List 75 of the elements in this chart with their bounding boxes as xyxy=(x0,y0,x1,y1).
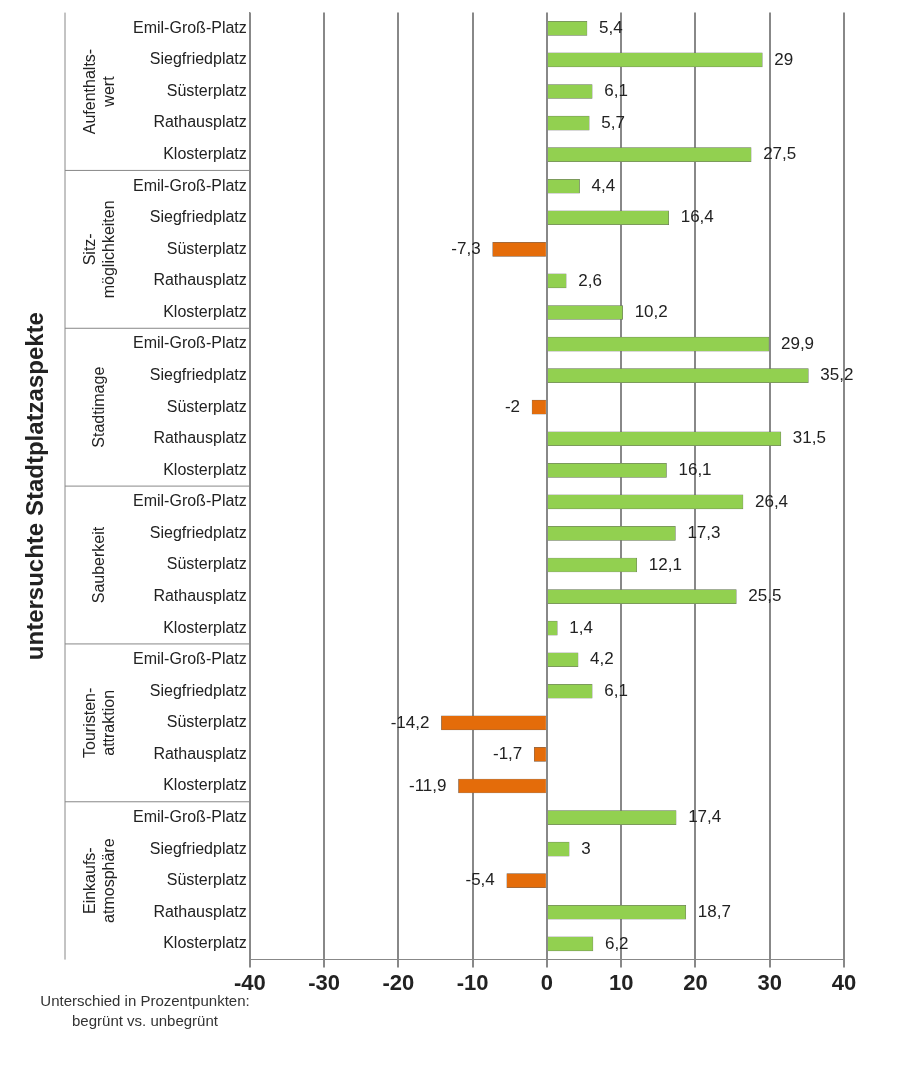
y-tick-label: Klosterplatz xyxy=(163,302,247,320)
y-tick-label: Süsterplatz xyxy=(166,239,247,257)
x-tick-label: 0 xyxy=(540,969,554,995)
text: Einkaufs-atmosphäre xyxy=(80,838,117,923)
data-label: 3 xyxy=(581,838,591,858)
y-tick-label: Süsterplatz xyxy=(166,713,247,731)
data-label: 26,4 xyxy=(754,491,789,511)
data-label: -1,7 xyxy=(492,744,523,764)
data-label: 29 xyxy=(774,49,794,69)
y-tick-label: Klosterplatz xyxy=(163,145,247,163)
x-tick-label: -10 xyxy=(456,969,489,995)
x-tick-label: 20 xyxy=(683,969,708,995)
y-tick-label: Rathausplatz xyxy=(153,113,247,131)
y-tick-label: Süsterplatz xyxy=(166,555,247,573)
y-tick-label: Klosterplatz xyxy=(163,618,247,636)
data-label: 25,5 xyxy=(748,586,782,606)
data-label: 12,1 xyxy=(648,554,682,574)
data-label: -11,9 xyxy=(409,775,447,795)
data-label: 1,4 xyxy=(569,617,593,637)
y-tick-label: Süsterplatz xyxy=(166,871,247,889)
data-label: 5,7 xyxy=(601,112,625,132)
data-label: 6,1 xyxy=(604,680,628,700)
data-label: 6,1 xyxy=(604,81,628,101)
y-tick-label: Rathausplatz xyxy=(153,902,247,920)
y-tick-label: Siegfriedplatz xyxy=(149,208,247,226)
y-tick-label: Rathausplatz xyxy=(153,271,247,289)
y-tick-label: Siegfriedplatz xyxy=(149,681,247,699)
data-label: 27,5 xyxy=(763,144,797,164)
y-tick-label: Klosterplatz xyxy=(163,934,247,952)
y-tick-label: Rathausplatz xyxy=(153,744,247,762)
y-tick-label: Emil-Groß-Platz xyxy=(133,807,247,825)
y-axis-title: untersuchte Stadtplatzaspekte xyxy=(20,312,48,661)
data-label: 5,4 xyxy=(599,18,623,38)
data-label: 16,1 xyxy=(678,460,712,479)
data-label: -5,4 xyxy=(465,870,495,890)
text: Sauberkeit xyxy=(90,526,108,604)
data-label: 35,2 xyxy=(820,365,854,385)
data-label: -7,3 xyxy=(451,239,481,259)
y-tick-label: Siegfriedplatz xyxy=(149,50,247,68)
data-label: 18,7 xyxy=(697,901,731,921)
x-tick-label: 10 xyxy=(608,969,634,995)
text: Touristen-attraktion xyxy=(80,687,117,758)
data-label: 31,5 xyxy=(792,428,826,448)
data-label: 17,3 xyxy=(687,523,721,543)
x-tick-label: 30 xyxy=(757,969,782,995)
y-tick-label: Siegfriedplatz xyxy=(149,839,247,857)
y-tick-label: Emil-Groß-Platz xyxy=(133,334,247,352)
text: Sitz-möglichkeiten xyxy=(80,200,117,299)
x-tick-label: 40 xyxy=(831,969,857,995)
text: Aufenthalts-wert xyxy=(80,48,117,135)
y-tick-label: Siegfriedplatz xyxy=(149,523,247,541)
y-tick-label: Emil-Groß-Platz xyxy=(133,492,247,510)
text: Stadtimage xyxy=(90,366,108,448)
y-tick-label: Emil-Groß-Platz xyxy=(133,18,247,36)
y-tick-label: Klosterplatz xyxy=(163,776,247,794)
data-label: 16,4 xyxy=(680,207,714,227)
y-tick-label: Süsterplatz xyxy=(166,397,247,415)
x-tick-label: -30 xyxy=(308,969,340,995)
y-tick-label: Siegfriedplatz xyxy=(149,366,247,384)
y-tick-label: Emil-Groß-Platz xyxy=(133,176,247,194)
x-tick-label: -20 xyxy=(382,969,415,995)
data-label: 17,4 xyxy=(688,807,722,827)
data-label: 29,9 xyxy=(780,333,815,353)
y-tick-label: Rathausplatz xyxy=(153,429,247,447)
data-label: 10,2 xyxy=(634,302,668,322)
data-label: -2 xyxy=(504,396,521,416)
data-label: 4,2 xyxy=(590,649,614,669)
data-label: 2,6 xyxy=(578,270,602,290)
data-label: 4,4 xyxy=(591,175,616,195)
y-tick-label: Klosterplatz xyxy=(163,460,247,478)
y-tick-label: Rathausplatz xyxy=(153,586,247,604)
y-tick-label: Süsterplatz xyxy=(166,81,247,99)
y-tick-label: Emil-Groß-Platz xyxy=(133,650,247,668)
data-label: 6,2 xyxy=(604,933,629,953)
data-label: -14,2 xyxy=(390,712,430,732)
